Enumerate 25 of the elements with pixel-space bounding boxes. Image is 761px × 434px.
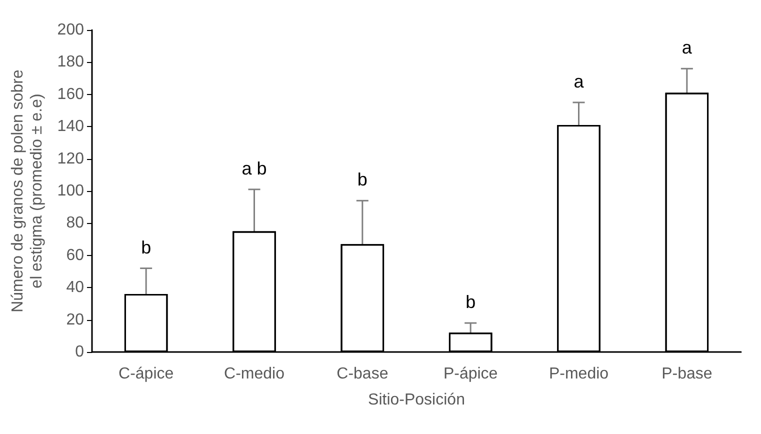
annotation: b — [141, 237, 152, 258]
y-tick-label: 180 — [57, 54, 84, 71]
x-tick-label: C-ápice — [118, 366, 174, 382]
y-tick-label: 20 — [66, 311, 84, 328]
x-tick-label: P-ápice — [443, 366, 498, 382]
y-tick-label: 40 — [66, 279, 84, 296]
annotation: b — [357, 170, 368, 190]
annotation: b — [466, 292, 476, 312]
y-tick-label: 0 — [75, 344, 84, 360]
y-tick-label: 160 — [57, 86, 84, 103]
y-tick-label: 60 — [66, 246, 84, 264]
y-tick-label: 140 — [57, 118, 84, 136]
annotation: a b — [242, 158, 267, 178]
annotation: a — [682, 38, 693, 58]
x-tick-label: C-base — [336, 366, 388, 382]
annotation: a — [574, 71, 585, 92]
x-tick-label: P-base — [662, 366, 712, 382]
y-tick-label: 200 — [57, 22, 84, 38]
y-axis-title: Número de granos de polen sobre el estigma (promedio ± e.e) — [9, 69, 46, 312]
x-tick-label: P-medio — [548, 366, 609, 382]
y-tick-label: 120 — [57, 150, 84, 168]
x-tick-label: C-medio — [224, 366, 285, 382]
x-axis-title: Sitio-Posición — [368, 392, 465, 408]
y-tick-label: 80 — [66, 214, 84, 232]
y-tick-label: 100 — [57, 182, 84, 200]
